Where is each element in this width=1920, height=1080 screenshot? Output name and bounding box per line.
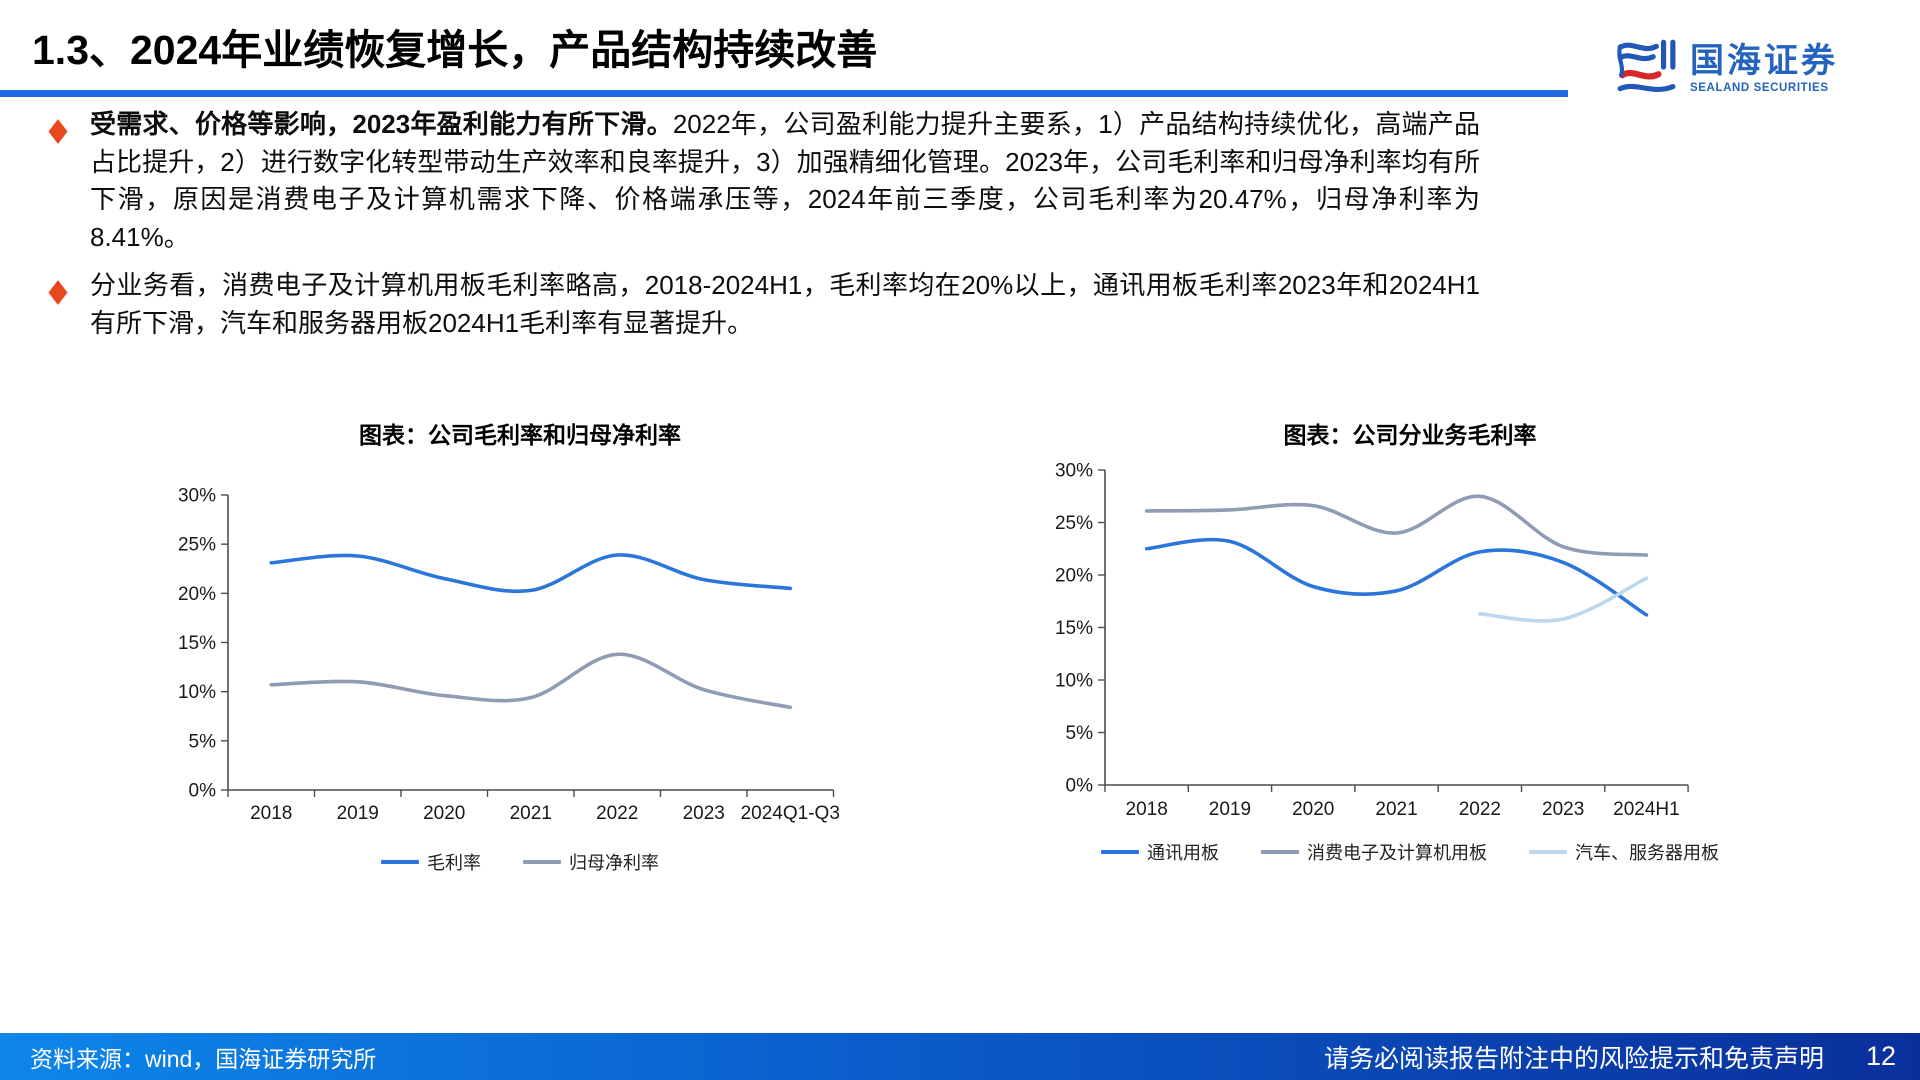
x-tick-label: 2022 bbox=[1459, 799, 1501, 820]
x-tick-label: 2023 bbox=[1542, 799, 1584, 820]
legend-label: 归母净利率 bbox=[569, 853, 659, 874]
legend-item: 消费电子及计算机用板 bbox=[1261, 839, 1487, 865]
bullet-item: ◆ 分业务看，消费电子及计算机用板毛利率略高，2018-2024H1，毛利率均在… bbox=[46, 267, 1486, 342]
series-line-1 bbox=[1144, 494, 1649, 557]
data-source-note: 资料来源：wind，国海证券研究所 bbox=[30, 1045, 377, 1072]
logo-name-cn: 国海证券 bbox=[1690, 42, 1838, 81]
legend-label: 汽车、服务器用板 bbox=[1575, 843, 1719, 864]
x-tick-label: 2018 bbox=[1126, 799, 1168, 820]
y-tick-label: 0% bbox=[1066, 776, 1094, 797]
legend-label: 毛利率 bbox=[427, 853, 481, 874]
summary-bullets: ◆ 受需求、价格等影响，2023年盈利能力有所下滑。2022年，公司盈利能力提升… bbox=[46, 106, 1486, 353]
bullet-text: 受需求、价格等影响，2023年盈利能力有所下滑。2022年，公司盈利能力提升主要… bbox=[90, 106, 1480, 256]
y-tick-label: 10% bbox=[178, 682, 216, 703]
page-number: 12 bbox=[1865, 1041, 1896, 1071]
series-line-0 bbox=[269, 553, 793, 594]
segment-margin-chart: 图表：公司分业务毛利率 0% 5% 10% 15% 20% 25% 30% 2018 2019 2… bbox=[1030, 415, 1790, 865]
x-tick-label: 2023 bbox=[683, 803, 725, 824]
legend-item: 毛利率 bbox=[381, 849, 481, 875]
series-line-0 bbox=[1144, 537, 1649, 617]
bullet-body: 分业务看，消费电子及计算机用板毛利率略高，2018-2024H1，毛利率均在20… bbox=[90, 270, 1480, 338]
y-tick-label: 25% bbox=[1055, 513, 1093, 534]
y-tick-label: 5% bbox=[1066, 723, 1094, 744]
series-line-1 bbox=[269, 652, 793, 710]
y-tick-label: 25% bbox=[178, 535, 216, 556]
chart-legend: 通讯用板 消费电子及计算机用板 汽车、服务器用板 bbox=[1030, 839, 1790, 865]
bullet-item: ◆ 受需求、价格等影响，2023年盈利能力有所下滑。2022年，公司盈利能力提升… bbox=[46, 106, 1486, 256]
page-title: 1.3、2024年业绩恢复增长，产品结构持续改善 bbox=[32, 27, 878, 73]
chart-title: 图表：公司分业务毛利率 bbox=[1283, 422, 1537, 448]
y-tick-label: 15% bbox=[1055, 618, 1093, 639]
footer-right: 请务必阅读报告附注中的风险提示和免责声明 12 bbox=[1324, 1039, 1896, 1075]
chart-title: 图表：公司毛利率和归母净利率 bbox=[359, 422, 681, 448]
y-tick-label: 30% bbox=[1055, 461, 1093, 482]
company-logo: 国海证券 SEALAND SECURITIES bbox=[1615, 36, 1838, 103]
x-tick-label: 2020 bbox=[1292, 799, 1334, 820]
x-tick-label: 2019 bbox=[1209, 799, 1251, 820]
sealand-logo-icon bbox=[1615, 36, 1677, 103]
legend-item: 通讯用板 bbox=[1101, 839, 1219, 865]
diamond-bullet-icon: ◆ bbox=[48, 111, 68, 148]
diamond-bullet-icon: ◆ bbox=[48, 272, 68, 309]
y-tick-label: 30% bbox=[178, 486, 216, 507]
legend-item: 汽车、服务器用板 bbox=[1529, 839, 1719, 865]
logo-text: 国海证券 SEALAND SECURITIES bbox=[1690, 44, 1838, 95]
footer-bar: 资料来源：wind，国海证券研究所 请务必阅读报告附注中的风险提示和免责声明 1… bbox=[0, 1033, 1920, 1080]
x-tick-label: 2021 bbox=[510, 803, 552, 824]
segment-margin-chart-svg: 0% 5% 10% 15% 20% 25% 30% 2018 2019 2020 2021 2022 2… bbox=[1055, 461, 1689, 820]
legend-swatch-icon bbox=[523, 860, 561, 864]
y-tick-label: 20% bbox=[1055, 566, 1093, 587]
x-tick-label: 2024H1 bbox=[1613, 799, 1680, 820]
margin-trend-chart-svg: 0% 5% 10% 15% 20% 25% 30% 2018 2019 2020 2021 2022 2… bbox=[178, 486, 840, 825]
legend-swatch-icon bbox=[1101, 850, 1139, 854]
bullet-text: 分业务看，消费电子及计算机用板毛利率略高，2018-2024H1，毛利率均在20… bbox=[90, 267, 1480, 342]
legend-item: 归母净利率 bbox=[523, 849, 659, 875]
y-tick-label: 5% bbox=[189, 731, 217, 752]
x-tick-label: 2019 bbox=[337, 803, 379, 824]
title-underline bbox=[0, 90, 1568, 97]
y-tick-label: 10% bbox=[1055, 671, 1093, 692]
chart-legend: 毛利率 归母净利率 bbox=[140, 849, 900, 875]
y-tick-label: 15% bbox=[178, 633, 216, 654]
y-tick-label: 20% bbox=[178, 584, 216, 605]
series-line-2 bbox=[1478, 576, 1649, 623]
legend-label: 消费电子及计算机用板 bbox=[1307, 843, 1487, 864]
disclaimer-text: 请务必阅读报告附注中的风险提示和免责声明 bbox=[1323, 1044, 1824, 1073]
legend-swatch-icon bbox=[381, 860, 419, 864]
y-tick-label: 0% bbox=[189, 781, 217, 802]
x-tick-label: 2021 bbox=[1375, 799, 1417, 820]
legend-label: 通讯用板 bbox=[1147, 843, 1219, 864]
bullet-lead: 受需求、价格等影响，2023年盈利能力有所下滑。 bbox=[90, 109, 673, 139]
bullet-body: 2022年，公司盈利能力提升主要系，1）产品结构持续优化，高端产品占比提升，2）… bbox=[90, 109, 1480, 252]
x-tick-label: 2020 bbox=[423, 803, 465, 824]
logo-name-en: SEALAND SECURITIES bbox=[1690, 82, 1829, 95]
x-tick-label: 2024Q1-Q3 bbox=[741, 803, 840, 824]
x-tick-label: 2018 bbox=[250, 803, 292, 824]
margin-trend-chart: 图表：公司毛利率和归母净利率 0% 5% 10% 15% 20% 25% 30% 2018 20… bbox=[140, 415, 900, 875]
legend-swatch-icon bbox=[1529, 850, 1567, 854]
x-tick-label: 2022 bbox=[596, 803, 638, 824]
legend-swatch-icon bbox=[1261, 850, 1299, 854]
